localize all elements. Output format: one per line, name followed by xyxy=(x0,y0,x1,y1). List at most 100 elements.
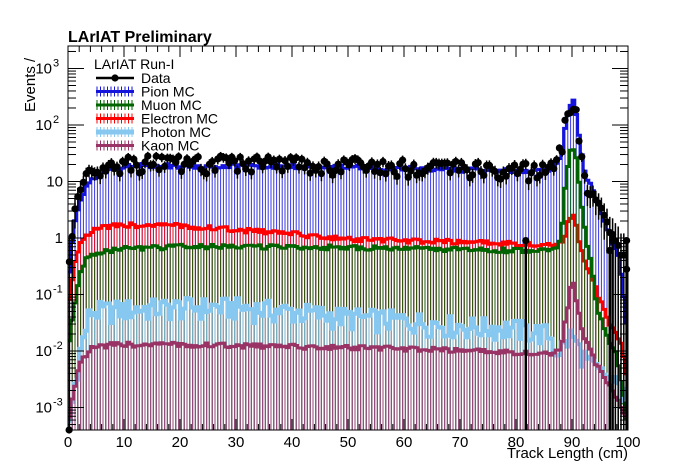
data-point xyxy=(175,153,183,161)
data-point xyxy=(233,167,241,175)
data-point xyxy=(525,177,533,185)
data-point xyxy=(102,167,110,175)
x-tick-label: 10 xyxy=(116,434,133,451)
series-outline xyxy=(68,281,628,419)
legend-item-data: Data xyxy=(96,70,171,86)
data-point xyxy=(379,157,387,166)
series-outline xyxy=(68,296,628,423)
legend-item-electron-mc: Electron MC xyxy=(96,111,218,127)
data-point xyxy=(323,160,331,168)
legend-label: Data xyxy=(141,70,171,86)
data-point xyxy=(107,159,115,167)
legend-label: Kaon MC xyxy=(141,138,199,154)
legend-item-pion-mc: Pion MC xyxy=(96,84,195,100)
data-point xyxy=(161,162,169,171)
data-point xyxy=(572,106,580,114)
legend-item-muon-mc: Muon MC xyxy=(96,97,202,113)
data-point xyxy=(211,166,219,175)
data-point xyxy=(371,167,379,176)
data-point xyxy=(589,190,597,198)
data-point xyxy=(256,157,264,165)
x-tick-label: 80 xyxy=(508,434,525,451)
data-point xyxy=(270,156,278,164)
data-point xyxy=(183,155,191,163)
data-point xyxy=(138,168,146,176)
data-point xyxy=(130,155,138,163)
data-point xyxy=(144,152,152,160)
data-point xyxy=(317,169,325,178)
data-point xyxy=(68,232,76,241)
y-tick-exponent: -3 xyxy=(53,397,63,409)
data-point xyxy=(539,161,547,169)
y-tick-exponent: 2 xyxy=(53,114,59,126)
data-point xyxy=(597,204,606,212)
data-point xyxy=(292,154,300,162)
data-point xyxy=(368,158,376,166)
y-tick-label: 10 xyxy=(46,173,63,190)
data-point xyxy=(141,158,149,166)
data-point xyxy=(553,156,561,164)
x-tick-label: 90 xyxy=(564,434,581,451)
data-point xyxy=(401,165,409,173)
data-point xyxy=(609,236,617,245)
data-point xyxy=(158,153,166,161)
data-point xyxy=(259,163,267,171)
x-tick-label: 30 xyxy=(228,434,245,451)
data-point xyxy=(124,153,132,161)
data-point xyxy=(376,169,384,177)
data-point xyxy=(497,175,505,183)
data-point xyxy=(334,160,342,168)
x-tick-label: 40 xyxy=(284,434,301,451)
data-point xyxy=(404,173,412,181)
data-point xyxy=(578,153,586,161)
x-tick-label: 0 xyxy=(64,434,72,451)
data-point xyxy=(387,161,395,170)
data-point xyxy=(373,160,381,168)
data-point xyxy=(96,172,104,180)
data-point xyxy=(77,186,85,194)
legend-label: Muon MC xyxy=(141,97,202,113)
data-point xyxy=(443,159,451,167)
data-point xyxy=(536,171,544,180)
data-point xyxy=(410,160,418,169)
data-point xyxy=(407,167,415,175)
data-point xyxy=(172,158,180,167)
data-point xyxy=(561,116,569,124)
data-point xyxy=(446,169,454,177)
data-point xyxy=(603,218,611,226)
data-point xyxy=(242,165,250,173)
series-outline xyxy=(68,213,628,376)
data-point xyxy=(155,166,163,174)
data-point xyxy=(273,163,281,171)
data-point xyxy=(177,167,185,176)
data-point xyxy=(558,148,566,156)
histogram-layer xyxy=(68,98,628,430)
data-point xyxy=(510,161,519,169)
y-tick-label: 10 xyxy=(35,117,52,134)
data-point xyxy=(609,230,617,239)
data-point xyxy=(278,167,286,175)
data-point xyxy=(180,160,188,168)
data-point xyxy=(393,172,401,181)
data-point xyxy=(522,236,530,245)
y-tick-exponent: -2 xyxy=(53,340,63,352)
data-point xyxy=(469,171,477,179)
data-point xyxy=(133,161,141,169)
data-point xyxy=(463,166,471,174)
data-point xyxy=(399,156,407,164)
data-point xyxy=(575,137,583,145)
y-axis-label: Events / xyxy=(22,57,39,112)
legend-item-kaon-mc: Kaon MC xyxy=(96,138,199,154)
series-outline xyxy=(68,148,628,420)
y-tick-label: 10 xyxy=(35,60,52,77)
data-point xyxy=(295,163,303,171)
data-point xyxy=(337,168,345,176)
data-point xyxy=(480,171,488,179)
x-tick-label: 100 xyxy=(615,434,640,451)
data-point xyxy=(530,161,538,170)
data-point xyxy=(208,158,216,166)
data-point xyxy=(452,157,460,166)
data-point xyxy=(127,166,135,174)
legend-header: LArIAT Run-I xyxy=(94,56,174,72)
